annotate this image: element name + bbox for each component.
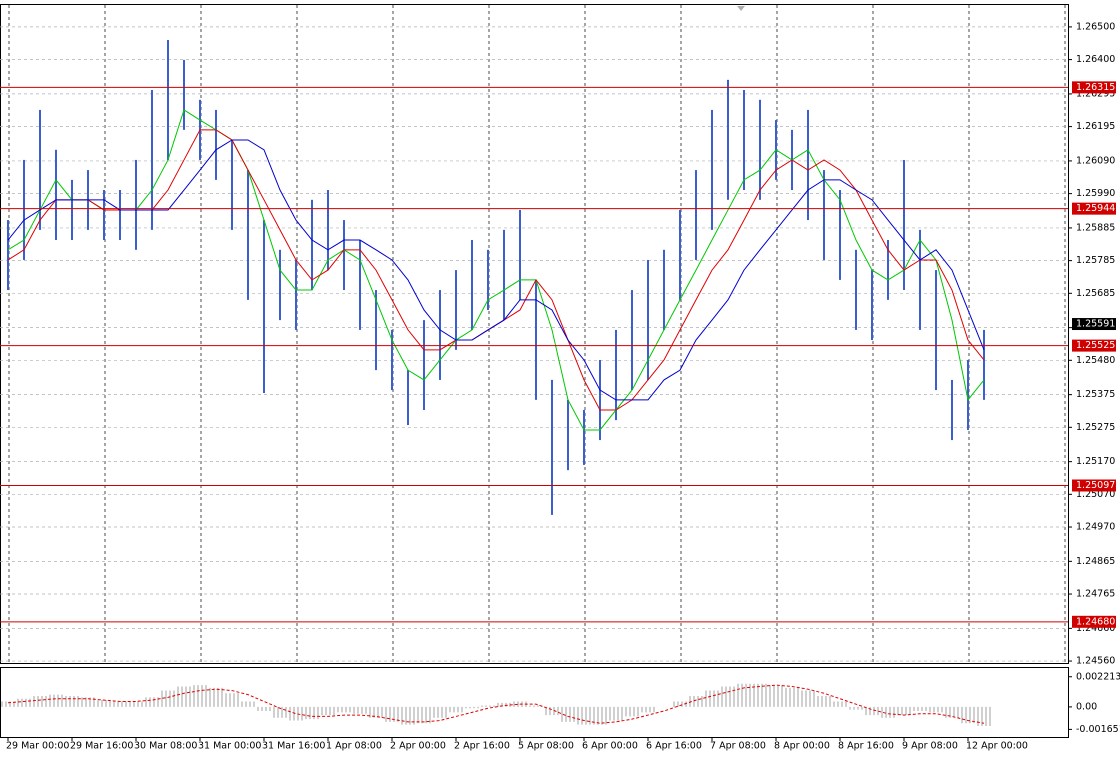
y-tick-label: 1.24865 <box>1076 556 1115 567</box>
moving-average <box>7 129 985 411</box>
x-tick-label: 8 Apr 00:00 <box>774 741 830 752</box>
y-tick-label: 1.25170 <box>1076 456 1115 467</box>
level-tag <box>1072 615 1116 628</box>
indicator-frame <box>0 667 1069 738</box>
y-tick-label: 1.26090 <box>1076 155 1115 166</box>
signal-line <box>7 684 985 724</box>
y-tick-label: 1.26195 <box>1076 121 1115 132</box>
x-tick-label: 8 Apr 16:00 <box>838 741 894 752</box>
y-tick-label: 0.002213 <box>1076 671 1120 682</box>
x-tick-label: 29 Mar 16:00 <box>70 741 133 752</box>
y-tick-label: 1.24660 <box>1076 623 1115 634</box>
x-tick-label: 5 Apr 08:00 <box>518 741 574 752</box>
y-tick-label: 1.25990 <box>1076 188 1115 199</box>
x-tick-label: 6 Apr 00:00 <box>582 741 638 752</box>
y-tick-label: 0.00 <box>1076 701 1097 712</box>
y-tick-label: 1.25070 <box>1076 489 1115 500</box>
y-tick-label: 1.25275 <box>1076 422 1115 433</box>
level-tag <box>1072 202 1116 215</box>
y-tick-label: 1.26295 <box>1076 88 1115 99</box>
x-tick-label: 12 Apr 00:00 <box>966 741 1028 752</box>
y-tick-label: 1.26400 <box>1076 54 1115 65</box>
level-tag <box>1072 339 1116 352</box>
level-tag <box>1072 479 1116 492</box>
y-tick-label: 1.24970 <box>1076 522 1115 533</box>
y-tick-label: 1.26500 <box>1076 21 1115 32</box>
moving-average <box>7 139 985 401</box>
level-label: 1.25525 <box>1076 340 1115 351</box>
x-tick-label: 30 Mar 08:00 <box>134 741 197 752</box>
level-label: 1.25944 <box>1076 203 1115 214</box>
level-label: 1.24680 <box>1076 616 1115 627</box>
y-tick-label: 1.25375 <box>1076 389 1115 400</box>
y-tick-label: 1.25480 <box>1076 355 1115 366</box>
level-label: 1.26315 <box>1076 82 1115 93</box>
x-tick-label: 6 Apr 16:00 <box>646 741 702 752</box>
x-tick-label: 9 Apr 08:00 <box>902 741 958 752</box>
y-tick-label: -0.001651 <box>1076 724 1120 735</box>
shift-marker <box>737 6 745 11</box>
y-tick-label: 1.25885 <box>1076 222 1115 233</box>
main-frame <box>0 4 1069 664</box>
moving-average <box>7 109 985 431</box>
price-tag <box>1072 318 1116 331</box>
y-tick-label: 1.24765 <box>1076 589 1115 600</box>
x-tick-label: 29 Mar 00:00 <box>6 741 69 752</box>
x-tick-label: 1 Apr 08:00 <box>326 741 382 752</box>
y-tick-label: 1.25785 <box>1076 255 1115 266</box>
level-label: 1.25097 <box>1076 480 1115 491</box>
current-price-label: 1.25591 <box>1076 319 1115 330</box>
y-tick-label: 1.25685 <box>1076 288 1115 299</box>
x-tick-label: 7 Apr 08:00 <box>710 741 766 752</box>
x-tick-label: 31 Mar 00:00 <box>198 741 261 752</box>
x-tick-label: 2 Apr 16:00 <box>454 741 510 752</box>
x-tick-label: 31 Mar 16:00 <box>262 741 325 752</box>
x-tick-label: 2 Apr 00:00 <box>390 741 446 752</box>
y-tick-label: 1.24560 <box>1076 656 1115 667</box>
level-tag <box>1072 81 1116 94</box>
